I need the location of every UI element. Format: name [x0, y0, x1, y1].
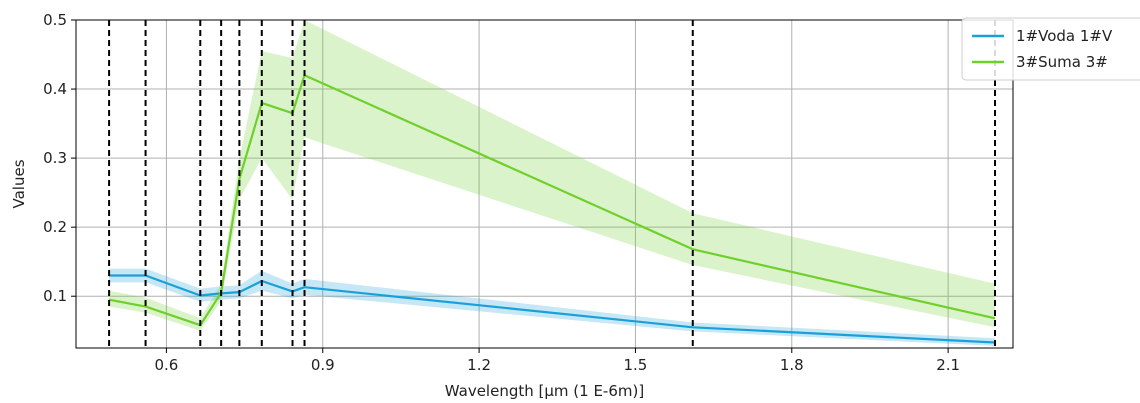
y-axis-ticks: 0.1 0.2 0.3 0.4 0.5 [43, 11, 76, 305]
y-tick-label: 0.4 [43, 80, 67, 98]
x-tick-label: 1.5 [624, 356, 648, 374]
series-1-line [109, 274, 996, 344]
y-tick-label: 0.5 [43, 11, 67, 29]
legend-label-1: 1#Voda 1#V [1016, 27, 1113, 45]
series-2-band [109, 20, 996, 331]
y-axis-title: Values [10, 159, 28, 208]
plot-frame [75, 19, 1014, 349]
series-2-line [108, 74, 996, 327]
y-tick-label: 0.3 [43, 149, 67, 167]
x-tick-label: 0.9 [311, 356, 335, 374]
x-tick-label: 1.2 [467, 356, 491, 374]
series-1-band [109, 268, 996, 346]
x-tick-label: 2.1 [936, 356, 960, 374]
x-tick-label: 0.6 [154, 356, 178, 374]
legend: 1#Voda 1#V 3#Suma 3# [961, 17, 1140, 81]
legend-label-2: 3#Suma 3# [1016, 53, 1108, 71]
confidence-bands [109, 20, 996, 346]
x-tick-label: 1.8 [780, 356, 804, 374]
x-axis-title: Wavelength [μm (1 E-6m)] [445, 382, 644, 400]
y-tick-label: 0.2 [43, 218, 67, 236]
legend-box [961, 17, 1140, 81]
x-axis-ticks: 0.6 0.9 1.2 1.5 1.8 2.1 [154, 348, 960, 374]
y-tick-label: 0.1 [43, 287, 67, 305]
wavelength-band-markers [108, 20, 997, 348]
